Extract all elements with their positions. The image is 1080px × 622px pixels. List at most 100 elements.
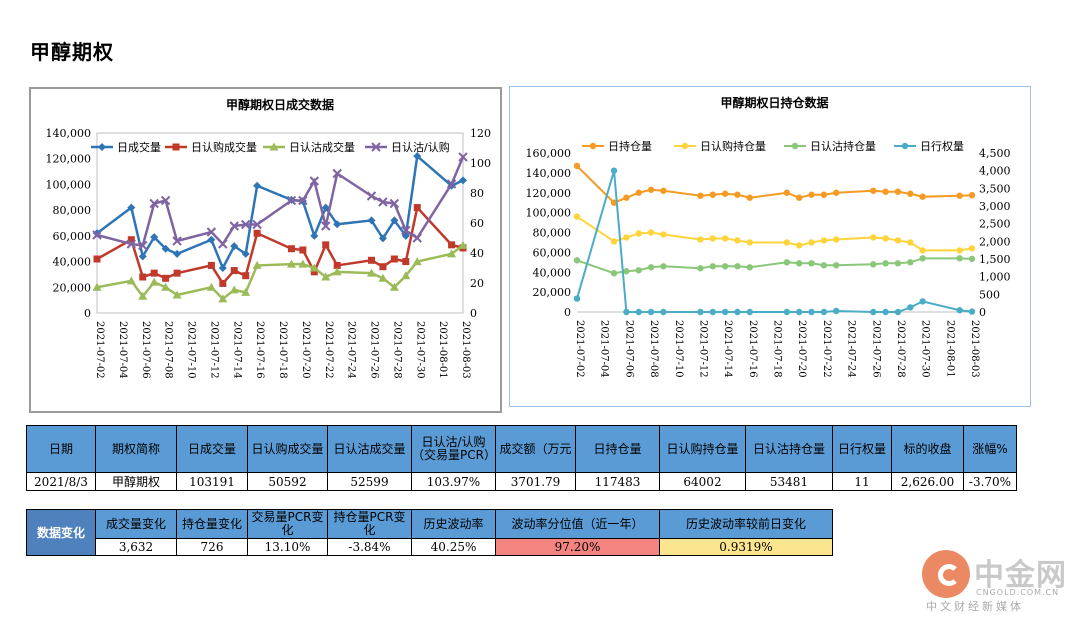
cell-oi-change: 726	[176, 538, 248, 556]
oi-chart-legend-label: 日认购持仓量	[700, 139, 766, 153]
oi-chart-data-point	[795, 260, 803, 267]
volume-chart-y-right-tick: 0	[470, 307, 477, 320]
oi-chart-data-point	[709, 263, 716, 270]
volume-chart-data-point	[161, 244, 170, 253]
volume-chart-data-point	[309, 263, 319, 272]
oi-chart-data-point	[746, 264, 754, 271]
header-volume-pcr-change: 交易量PCR变化	[247, 509, 328, 539]
volume-chart-data-point	[389, 282, 399, 291]
volume-chart-data-point	[229, 221, 239, 231]
oi-chart-x-tick: 2021-08-01	[944, 320, 955, 378]
cell-open-interest: 117483	[575, 472, 660, 491]
oi-chart-data-point	[647, 264, 655, 271]
volume-chart-data-point	[298, 259, 308, 268]
volume-chart-data-point	[321, 272, 331, 281]
volume-chart-y-right-tick: 100	[470, 157, 491, 170]
volume-chart-data-point	[230, 242, 239, 251]
volume-chart-data-point	[138, 240, 148, 251]
header-oi-change: 持仓量变化	[176, 509, 248, 539]
oi-chart-x-tick: 2021-07-22	[821, 320, 832, 378]
volume-chart-data-point	[287, 245, 295, 253]
volume-chart-y-left-tick: 40,000	[53, 256, 92, 269]
logo-name: 中金网	[974, 558, 1067, 593]
volume-chart-data-point	[253, 181, 262, 190]
oi-chart-data-point	[660, 308, 667, 316]
volume-chart-data-point	[390, 255, 398, 263]
oi-chart-data-point	[573, 295, 581, 302]
volume-chart-data-point	[321, 203, 330, 212]
oi-chart-data-point	[820, 262, 828, 269]
header-turnover: 成交额（万元	[495, 425, 576, 473]
volume-chart-data-point	[298, 195, 308, 206]
oi-chart-data-point	[870, 261, 877, 268]
volume-chart-data-point	[458, 240, 468, 249]
header-volatility-percentile: 波动率分位值（近一年）	[495, 509, 660, 539]
volume-chart-data-point	[459, 176, 467, 185]
oi-chart-data-point	[820, 308, 828, 316]
oi-chart-data-point	[573, 257, 581, 264]
oi-chart-data-point	[734, 237, 741, 244]
cell-option-name: 甲醇期权	[95, 472, 177, 491]
volume-chart-legend-marker	[371, 142, 381, 152]
oi-chart-data-point	[721, 308, 729, 316]
oi-chart-data-point	[610, 199, 618, 206]
volume-chart-data-point	[160, 195, 171, 206]
oi-chart-data-point	[894, 260, 902, 267]
oi-chart-series-line	[576, 165, 973, 204]
volume-chart-x-tick: 2021-07-14	[231, 321, 242, 379]
oi-chart-x-tick: 2021-08-03	[969, 320, 980, 378]
oi-chart-y-right-tick: 500	[979, 288, 1000, 301]
oi-chart-y-left-tick: 80,000	[533, 227, 572, 240]
oi-chart-legend-label: 日认沽持仓量	[810, 139, 876, 153]
volume-chart-data-point	[230, 267, 238, 275]
volume-chart-y-right-tick: 20	[470, 277, 484, 290]
oi-chart-data-point	[610, 270, 618, 277]
oi-chart-data-point	[820, 191, 828, 198]
volume-chart-x-tick: 2021-07-28	[391, 321, 402, 379]
header-date: 日期	[26, 425, 96, 473]
oi-chart-data-point	[907, 259, 914, 266]
oi-chart-data-point	[635, 230, 642, 237]
volume-chart-x-tick: 2021-08-03	[460, 321, 471, 379]
volume-chart-y-right-tick: 60	[470, 217, 484, 230]
table-row: 3,632 726 13.10% -3.84% 40.25% 97.20% 0.…	[27, 538, 833, 556]
header-open-interest: 日持仓量	[575, 425, 660, 473]
volume-chart-data-point	[92, 230, 102, 240]
header-volatility-change: 历史波动率较前日变化	[659, 509, 833, 539]
volume-chart-data-point	[333, 261, 341, 269]
volume-chart-y-left-tick: 0	[84, 307, 91, 320]
volume-chart-data-point	[127, 203, 136, 212]
volume-chart-x-tick: 2021-07-08	[163, 321, 174, 379]
volume-chart-data-point	[127, 236, 135, 244]
oi-chart-data-point	[734, 263, 741, 270]
oi-chart-y-left-tick: 140,000	[526, 167, 572, 180]
oi-chart-x-tick: 2021-07-28	[895, 320, 906, 378]
oi-chart-data-point	[956, 247, 963, 254]
volume-chart-legend-marker	[98, 143, 106, 151]
page-title: 甲醇期权	[30, 40, 114, 64]
table-header-row: 数据变化 成交量变化 持仓量变化 交易量PCR变化 持仓量PCR变化 历史波动率…	[26, 509, 833, 556]
trading-volume-chart-panel: 甲醇期权日成交数据 0 20,000 40,000 60,000 80,000 100,00…	[29, 87, 502, 413]
header-call-volume: 日认购成交量	[247, 425, 328, 473]
oi-chart-legend-marker	[791, 142, 799, 150]
data-change-label: 数据变化	[26, 509, 96, 556]
oi-chart-data-point	[660, 231, 667, 238]
cell-call-oi: 64002	[659, 472, 746, 491]
oi-chart-data-point	[833, 262, 840, 269]
oi-chart-y-right-tick: 3,000	[979, 200, 1011, 213]
volume-chart-data-point	[172, 290, 182, 299]
logo-tagline: 中文财经新媒体	[926, 600, 1024, 613]
oi-chart-data-point	[635, 308, 642, 316]
header-underlying-close: 标的收盘	[891, 425, 964, 473]
oi-chart-data-point	[709, 308, 716, 316]
oi-chart-data-point	[808, 191, 815, 198]
volume-chart-data-point	[321, 221, 331, 231]
oi-chart-data-point	[968, 192, 976, 199]
oi-chart-data-point	[919, 255, 926, 262]
volume-chart-data-point	[126, 239, 137, 249]
volume-chart-data-point	[218, 239, 228, 249]
oi-chart-y-right-tick: 4,000	[979, 165, 1011, 178]
oi-chart-y-right-tick: 2,500	[979, 218, 1011, 231]
header-volume-change: 成交量变化	[95, 509, 177, 539]
oi-chart-data-point	[709, 191, 716, 198]
